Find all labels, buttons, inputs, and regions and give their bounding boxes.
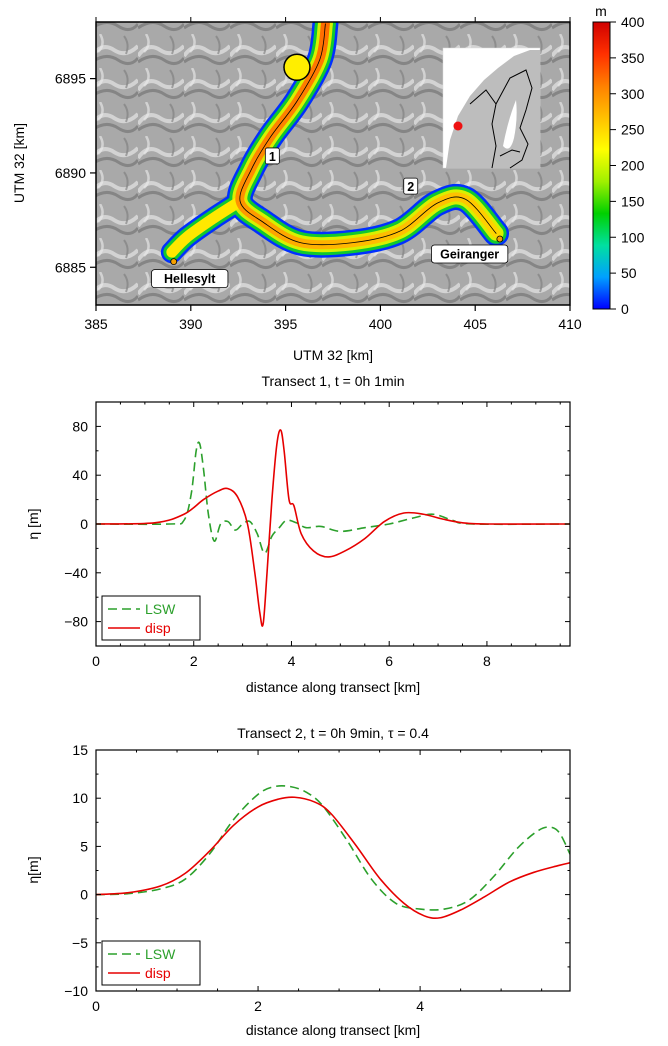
transect-label: 1 (269, 150, 276, 164)
y-tick-label: 0 (80, 516, 88, 532)
map-y-label: UTM 32 [km] (11, 123, 27, 203)
y-tick-label: 15 (72, 742, 88, 758)
transect-label: 2 (407, 180, 414, 194)
colorbar-tick-label: 0 (621, 301, 629, 317)
x-tick-label: 4 (416, 998, 424, 1014)
y-tick-label: 40 (72, 467, 88, 483)
colorbar-tick-label: 300 (621, 86, 645, 102)
legend-label: LSW (145, 946, 176, 962)
colorbar-tick-label: 50 (621, 265, 637, 281)
map-x-tick-label: 395 (274, 316, 298, 332)
colorbar-tick-label: 350 (621, 50, 645, 66)
colorbar-tick-label: 400 (621, 14, 645, 30)
chart-2-y-label: η[m] (25, 856, 41, 883)
map-frame (95, 21, 571, 306)
y-tick-label: 5 (80, 838, 88, 854)
y-tick-label: 80 (72, 418, 88, 434)
y-tick-label: 0 (80, 887, 88, 903)
map-x-tick-label: 400 (369, 316, 393, 332)
map-x-tick-label: 410 (558, 316, 582, 332)
colorbar-tick-label: 100 (621, 229, 645, 245)
legend-label: disp (145, 965, 171, 981)
colorbar-tick-label: 200 (621, 158, 645, 174)
chart-2-title: Transect 2, t = 0h 9min, τ = 0.4 (237, 725, 429, 741)
transect-1-panel: Transect 1, t = 0h 1min 0 2 4 6 8 −80 −40 0 40 80… (25, 373, 571, 695)
place-label-box (151, 269, 229, 289)
chart-2-x-label: distance along transect [km] (246, 1022, 420, 1038)
map-y-tick-label: 6895 (55, 71, 86, 87)
x-tick-label: 2 (190, 653, 198, 669)
chart-1-title: Transect 1, t = 0h 1min (261, 373, 404, 389)
x-tick-label: 0 (92, 998, 100, 1014)
inset-gulf (503, 100, 517, 149)
transect-2-panel: Transect 2, t = 0h 9min, τ = 0.4 0 2 4 −10 −… (25, 725, 571, 1038)
chart-2-plot: 0 2 4 −10 −5 0 5 10 15 LSW disp (64, 742, 571, 1014)
series-line-disp (96, 796, 570, 919)
map-x-label: UTM 32 [km] (293, 347, 373, 363)
map-axes: 385 390 395 400 405 410 6885 6890 6895 (55, 17, 582, 332)
chart-1-y-label: η [m] (25, 508, 41, 539)
series-line-lsw (96, 441, 570, 555)
series-line-disp (96, 429, 570, 627)
map-y-tick-label: 6885 (55, 259, 86, 275)
colorbar-ticks: 0 50 100 150 200 250 300 350 400 (610, 14, 645, 317)
transect-label-box (403, 177, 419, 195)
inset-map (442, 47, 541, 169)
y-tick-label: −80 (64, 614, 88, 630)
map-panel: Hellesylt Geiranger 1 2 385 390 395 400 405 410 6… (11, 3, 645, 363)
colorbar-tick-label: 250 (621, 122, 645, 138)
place-marker (170, 258, 178, 266)
place-label-box (431, 244, 509, 264)
y-tick-label: −5 (72, 935, 88, 951)
series-line-lsw (96, 784, 570, 911)
y-tick-label: −40 (64, 565, 88, 581)
colorbar-scale (592, 21, 611, 310)
chart-1-plot: 0 2 4 6 8 −80 −40 0 40 80 LSW disp (64, 401, 571, 669)
legend-box (101, 940, 201, 986)
colorbar: m 0 50 100 150 200 250 300 350 400 (592, 3, 645, 317)
location-dot (453, 121, 463, 131)
x-tick-label: 0 (92, 653, 100, 669)
legend-label: disp (145, 620, 171, 636)
place-label: Hellesylt (164, 272, 216, 286)
y-tick-label: 10 (72, 790, 88, 806)
y-tick-label: −10 (64, 983, 88, 999)
inset-land (446, 50, 540, 168)
place-marker (496, 235, 504, 243)
x-tick-label: 4 (288, 653, 296, 669)
branch-mid-band (166, 195, 246, 258)
map-y-tick-label: 6890 (55, 165, 86, 181)
map-labels: Hellesylt Geiranger 1 2 (151, 147, 509, 289)
chart-1-x-label: distance along transect [km] (246, 679, 420, 695)
x-tick-label: 6 (385, 653, 393, 669)
colorbar-unit: m (595, 3, 607, 19)
x-tick-label: 2 (254, 998, 262, 1014)
map-x-tick-label: 390 (179, 316, 203, 332)
colorbar-tick-label: 150 (621, 193, 645, 209)
map-x-tick-label: 385 (84, 316, 108, 332)
map-x-tick-label: 405 (464, 316, 488, 332)
slide-source-marker (283, 53, 311, 82)
inset-borders (469, 69, 533, 169)
fjord-contour (239, 23, 497, 246)
x-tick-label: 8 (483, 653, 491, 669)
transect-label-box (264, 147, 280, 165)
fjord-layer (160, 22, 510, 264)
place-label: Geiranger (440, 247, 499, 261)
legend-label: LSW (145, 601, 176, 617)
legend-box (101, 595, 201, 641)
